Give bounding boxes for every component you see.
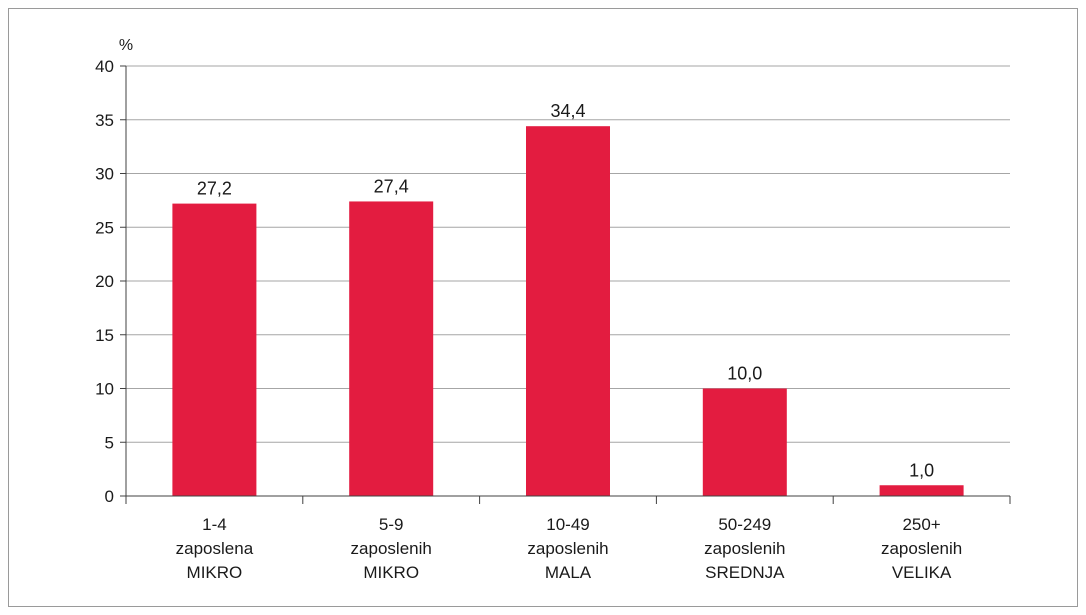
y-tick-label: 0 (105, 487, 114, 506)
category-label: zaposlenih (527, 539, 608, 558)
category-label: MALA (545, 563, 592, 582)
x-axis (125, 495, 1011, 504)
category-label: SREDNJA (705, 563, 785, 582)
y-tick-label: 35 (95, 111, 114, 130)
category-label: zaposlenih (704, 539, 785, 558)
y-tick-label: 20 (95, 272, 114, 291)
bar (702, 388, 787, 496)
category-label: zaposlenih (881, 539, 962, 558)
category-label: 50-249 (718, 515, 771, 534)
bar-value-label: 27,2 (197, 179, 232, 199)
bar (349, 201, 434, 496)
category-label: zaposlena (176, 539, 254, 558)
y-tick-label: 10 (95, 380, 114, 399)
category-label: MIKRO (187, 563, 243, 582)
y-tick-label: 25 (95, 218, 114, 237)
category-label: 5-9 (379, 515, 404, 534)
bar-value-label: 10,0 (727, 364, 762, 384)
category-label: VELIKA (892, 563, 952, 582)
bar-value-label: 27,4 (374, 176, 409, 196)
bar-value-label: 34,4 (550, 101, 585, 121)
category-label: 1-4 (202, 515, 227, 534)
category-label: 250+ (902, 515, 940, 534)
y-tick-label: 5 (105, 433, 114, 452)
bar (172, 203, 257, 496)
bar (526, 126, 610, 496)
category-label: 10-49 (546, 515, 589, 534)
y-tick-label: 40 (95, 57, 114, 76)
y-axis-ticks: 0 5 10 15 20 25 30 35 40 (95, 57, 127, 506)
data-labels: 27,2 27,4 34,4 10,0 1,0 (197, 101, 934, 480)
y-unit-label: % (119, 37, 133, 54)
y-tick-label: 15 (95, 326, 114, 345)
bar-value-label: 1,0 (909, 460, 934, 480)
y-tick-label: 30 (95, 165, 114, 184)
bar (879, 485, 964, 496)
category-label: zaposlenih (351, 539, 432, 558)
bars (172, 126, 964, 496)
category-label: MIKRO (363, 563, 419, 582)
category-labels: 1-4 zaposlena MIKRO 5-9 zaposlenih MIKRO 10-49… (176, 515, 963, 582)
